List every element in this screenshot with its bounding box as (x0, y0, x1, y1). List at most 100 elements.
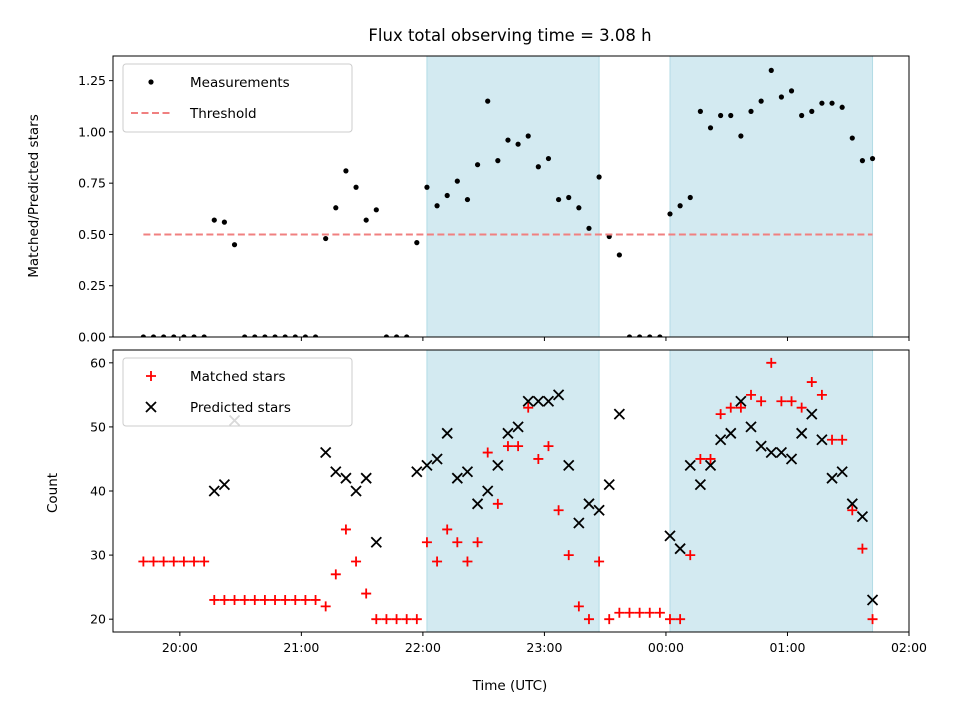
data-point (168, 556, 179, 567)
data-point (178, 556, 189, 567)
data-point (411, 614, 422, 625)
x-tick-label: 21:00 (283, 640, 319, 655)
data-point (849, 135, 855, 141)
top-y-axis-title: Matched/Predicted stars (26, 114, 42, 277)
data-point (735, 402, 746, 413)
y-tick-label: 0.50 (78, 227, 106, 242)
data-point (442, 524, 453, 535)
data-point (189, 556, 200, 567)
data-point (785, 453, 798, 465)
series-matched-stars (138, 357, 878, 625)
x-tick-label: 22:00 (405, 640, 441, 655)
data-point (282, 334, 288, 337)
plot-area (140, 67, 876, 337)
data-point (393, 334, 400, 337)
data-point (594, 556, 605, 567)
data-point (738, 133, 744, 139)
y-tick-label: 1.25 (78, 73, 106, 88)
data-point (474, 162, 481, 168)
data-point (209, 594, 220, 605)
data-point (272, 334, 278, 337)
data-point (242, 334, 248, 337)
data-point (330, 569, 341, 580)
data-point (796, 427, 808, 439)
data-point (799, 112, 805, 119)
data-point (383, 334, 390, 337)
data-point (755, 440, 767, 452)
data-point (694, 478, 707, 491)
data-point (221, 219, 227, 225)
data-point (414, 240, 420, 246)
shaded-interval-2 (669, 55, 874, 338)
data-point (424, 184, 430, 190)
data-point (310, 594, 321, 605)
data-point (515, 141, 521, 147)
data-point (444, 192, 450, 199)
x-tick-label: 02:00 (891, 640, 927, 655)
data-point (535, 164, 541, 170)
x-axis-title: Time (UTC) (472, 678, 548, 694)
data-point (778, 94, 784, 100)
y-tick-label: 40 (90, 484, 106, 499)
data-point (370, 536, 382, 548)
data-point (756, 396, 767, 407)
data-point (613, 408, 625, 420)
y-tick-label: 60 (90, 355, 106, 370)
legend-box (122, 63, 353, 133)
data-point (323, 235, 329, 242)
data-point (340, 524, 351, 535)
data-point (391, 614, 402, 625)
legend-box (122, 357, 353, 427)
data-point (667, 211, 673, 217)
data-point (604, 614, 615, 625)
data-point (239, 594, 250, 605)
data-point (452, 537, 463, 548)
x-tick-label: 23:00 (526, 640, 562, 655)
data-point (637, 334, 643, 337)
data-point (745, 421, 757, 433)
bottom-y-axis-title: Count (45, 473, 61, 513)
x-tick-label: 01:00 (769, 640, 805, 655)
data-point (363, 217, 369, 223)
data-point (512, 421, 524, 433)
data-point (866, 594, 879, 606)
x-tick-label: 00:00 (648, 640, 684, 655)
data-point (330, 466, 342, 478)
legend-marker (146, 371, 156, 381)
data-point (583, 498, 595, 510)
data-point (454, 178, 460, 184)
axes-frame (112, 55, 910, 338)
data-point (867, 614, 878, 625)
data-point (748, 108, 754, 114)
data-point (161, 334, 167, 337)
data-point (555, 196, 562, 203)
data-point (290, 594, 301, 605)
legend-label: Measurements (190, 75, 290, 91)
shaded-interval-1 (426, 55, 600, 338)
data-point (687, 194, 693, 201)
data-point (837, 434, 848, 445)
series-measurements (140, 67, 876, 337)
data-point (218, 478, 231, 491)
data-point (441, 427, 453, 439)
data-point (707, 125, 714, 131)
data-point (664, 530, 676, 542)
data-point (758, 98, 764, 104)
data-point (371, 614, 382, 625)
data-point (533, 453, 544, 464)
data-point (674, 543, 686, 555)
data-point (462, 556, 473, 567)
data-point (705, 453, 716, 464)
data-point (252, 334, 258, 337)
data-point (576, 205, 582, 211)
data-point (353, 184, 359, 190)
plot-area (138, 357, 879, 625)
data-point (432, 556, 443, 567)
data-point (431, 453, 443, 465)
data-point (596, 174, 602, 180)
data-point (715, 409, 726, 420)
data-point (695, 453, 706, 464)
data-point (766, 357, 777, 368)
data-point (191, 334, 197, 337)
data-point (697, 108, 703, 114)
